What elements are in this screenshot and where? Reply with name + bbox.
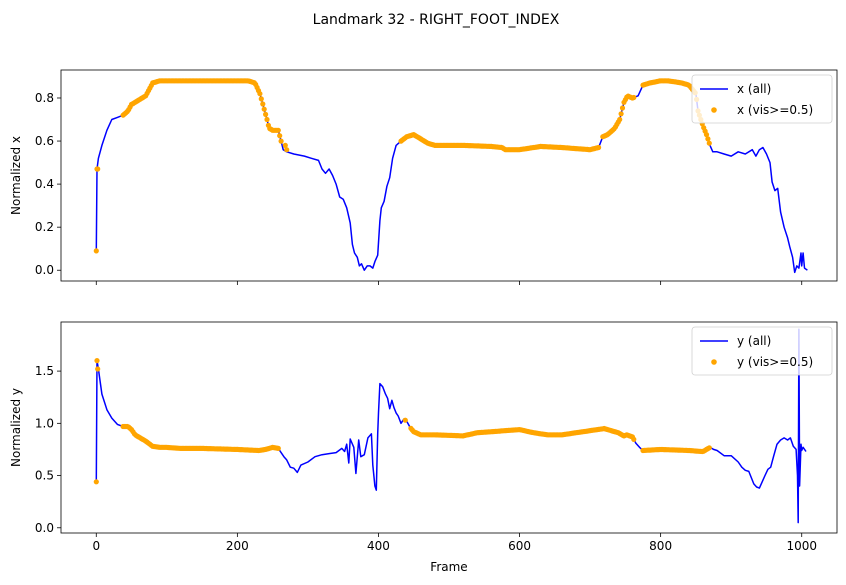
visible-point [284, 147, 290, 153]
visible-point [275, 445, 281, 451]
legend-label-visible: y (vis>=0.5) [737, 355, 813, 369]
series-group [93, 328, 807, 524]
y-tick-label: 0.2 [35, 220, 54, 234]
visible-point [617, 116, 623, 123]
y-tick-label: 1.0 [35, 416, 54, 430]
visible-point [257, 91, 263, 97]
visible-point [631, 94, 637, 101]
visible-point [95, 166, 101, 172]
visible-point [93, 479, 99, 485]
y-tick-label: 0.6 [35, 134, 54, 148]
y-axis-label: Normalized y [9, 388, 23, 467]
legend-label-all: x (all) [737, 82, 771, 96]
y-tick-label: 0.8 [35, 91, 54, 105]
y-tick-label: 0.5 [35, 469, 54, 483]
y-tick-label: 0.0 [35, 263, 54, 277]
legend: x (all) x (vis>=0.5) [691, 74, 833, 124]
visible-point [258, 96, 264, 102]
visible-point [631, 436, 637, 442]
series-group [93, 78, 808, 274]
y-tick-label: 0.4 [35, 177, 54, 191]
visible-point [94, 358, 100, 364]
x-tick-label: 0 [92, 539, 100, 553]
visible-point [596, 144, 602, 151]
visible-point [706, 140, 712, 146]
legend-box [691, 326, 833, 376]
visible-point [703, 132, 710, 138]
visible-point [277, 133, 283, 139]
visible-point [260, 101, 266, 107]
x-tick-label: 200 [226, 539, 249, 553]
x-tick-label: 400 [367, 539, 390, 553]
visible-point [619, 105, 626, 111]
visible-point [706, 445, 712, 451]
x-tick-label: 600 [508, 539, 531, 553]
y-tick-label: 1.5 [35, 364, 54, 378]
visible-point [93, 248, 99, 254]
series-dots-visible [93, 358, 712, 485]
x-tick-label: 800 [649, 539, 672, 553]
visible-point [618, 111, 624, 117]
x-axis-label: Frame [430, 560, 467, 574]
legend: y (all) y (vis>=0.5) [691, 326, 833, 376]
legend-label-visible: x (vis>=0.5) [737, 103, 813, 117]
legend-box [691, 74, 833, 124]
legend-dot-swatch [711, 107, 717, 113]
x-tick-label: 1000 [786, 539, 817, 553]
visible-point [261, 106, 267, 112]
top-panel: 0.0 0.2 0.4 0.6 0.8 Normalized x x (all) x (vis… [9, 69, 838, 285]
bottom-panel: 0 200 400 600 800 1000 0.0 0.5 1.0 1.5 Normalized … [9, 321, 838, 574]
visible-point [275, 127, 281, 133]
legend-dot-swatch [711, 359, 717, 365]
series-dots-visible [93, 78, 712, 254]
plot-frame [60, 321, 838, 534]
visible-point [282, 142, 288, 148]
figure-title: Landmark 32 - RIGHT_FOOT_INDEX [313, 12, 560, 28]
visible-point [402, 417, 408, 423]
legend-label-all: y (all) [737, 334, 771, 348]
visible-point [95, 366, 101, 372]
visible-point [705, 136, 711, 142]
visible-point [264, 116, 270, 123]
y-tick-label: 0.0 [35, 521, 54, 535]
plot-frame [60, 69, 838, 282]
visible-point [263, 111, 269, 117]
y-axis-label: Normalized x [9, 136, 23, 215]
visible-point [278, 138, 284, 144]
